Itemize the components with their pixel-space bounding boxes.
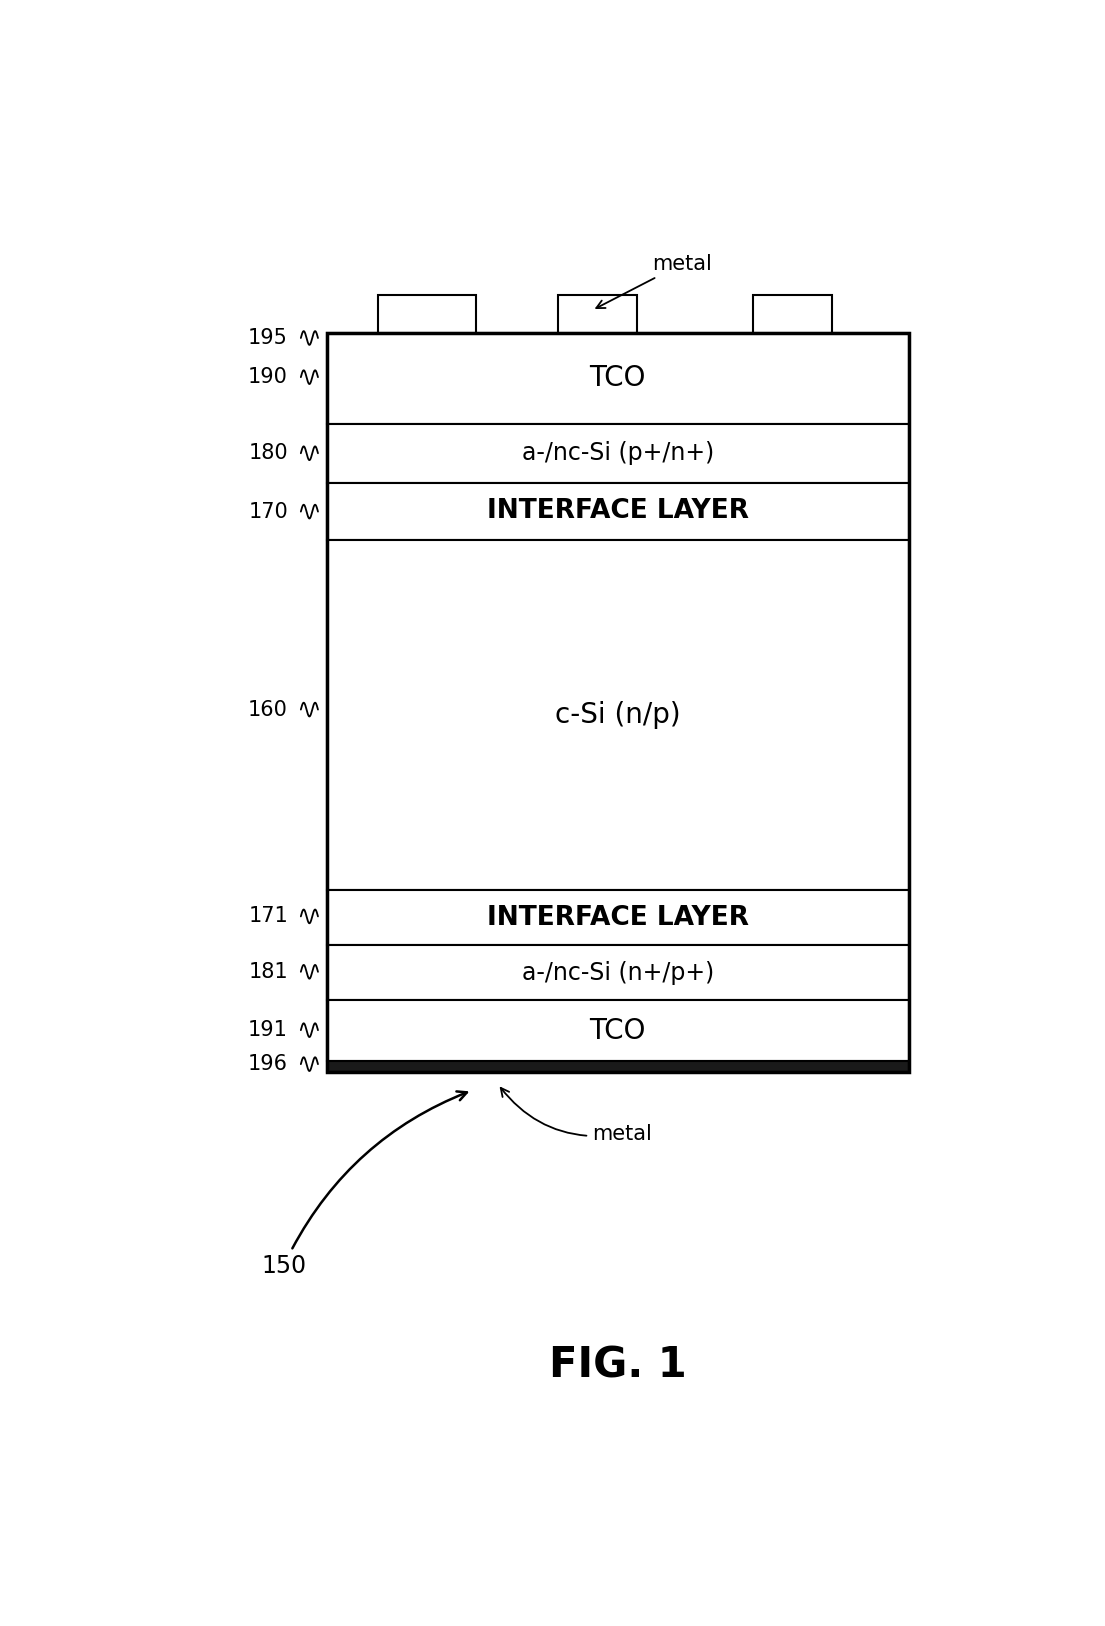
- Text: TCO: TCO: [589, 1016, 646, 1044]
- Bar: [327, 333, 909, 1072]
- Bar: [327, 889, 909, 945]
- Text: a-/nc-Si (p+/n+): a-/nc-Si (p+/n+): [522, 441, 714, 465]
- Text: metal: metal: [597, 254, 712, 307]
- Text: 181: 181: [249, 963, 288, 982]
- Text: 195: 195: [249, 328, 288, 348]
- Bar: [327, 424, 909, 483]
- Text: 190: 190: [249, 367, 288, 387]
- Bar: [327, 540, 909, 889]
- Text: 170: 170: [249, 501, 288, 522]
- Text: 160: 160: [249, 699, 288, 720]
- Text: INTERFACE LAYER: INTERFACE LAYER: [486, 498, 749, 524]
- Text: 150: 150: [261, 1091, 467, 1278]
- Bar: [327, 483, 909, 540]
- Text: metal: metal: [501, 1088, 652, 1145]
- Bar: [327, 1000, 909, 1062]
- Text: 196: 196: [248, 1054, 288, 1075]
- Bar: [378, 296, 476, 333]
- Bar: [327, 1062, 909, 1072]
- Text: c-Si (n/p): c-Si (n/p): [555, 701, 681, 728]
- Text: 180: 180: [249, 444, 288, 463]
- Text: 191: 191: [249, 1020, 288, 1041]
- Bar: [327, 333, 909, 424]
- Text: INTERFACE LAYER: INTERFACE LAYER: [486, 904, 749, 930]
- Text: 171: 171: [249, 906, 288, 927]
- Bar: [327, 945, 909, 1000]
- Text: TCO: TCO: [589, 364, 646, 392]
- Text: FIG. 1: FIG. 1: [549, 1345, 686, 1387]
- Text: a-/nc-Si (n+/p+): a-/nc-Si (n+/p+): [522, 961, 714, 985]
- Bar: [753, 296, 832, 333]
- Bar: [558, 296, 636, 333]
